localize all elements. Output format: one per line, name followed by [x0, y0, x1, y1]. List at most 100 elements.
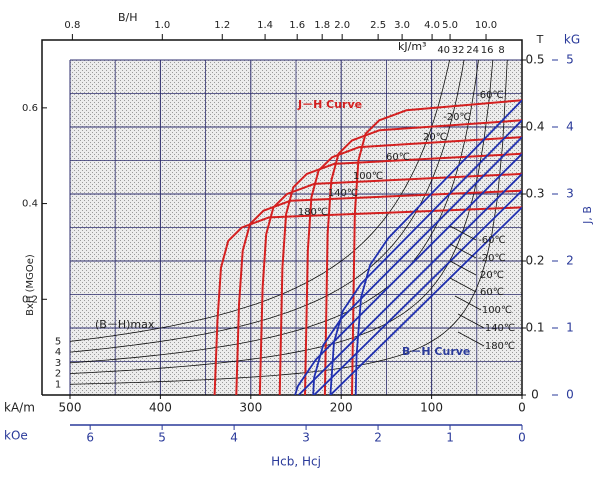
- b-curve-temp-label: 180℃: [485, 341, 515, 352]
- x2-tick-label: 0: [518, 431, 526, 445]
- curve: [329, 206, 522, 395]
- j-curve-temp-label: 180℃: [298, 207, 328, 218]
- curve: [294, 153, 522, 395]
- curves: [70, 60, 522, 395]
- x2-tick-label: 5: [158, 431, 166, 445]
- bh-unit: kJ/m³: [398, 40, 426, 53]
- y-tick-label: 0.5: [525, 53, 544, 67]
- bh-curve-label: 16: [481, 45, 494, 56]
- top-tick-label: 5.0: [442, 20, 458, 31]
- curve: [278, 152, 522, 395]
- frame: [41, 39, 523, 396]
- y-tick-label: 0.3: [525, 187, 544, 201]
- top-tick-label: 10.0: [475, 20, 497, 31]
- top-tick-label: 1.2: [214, 20, 230, 31]
- x-tick-label: 0: [518, 401, 526, 415]
- top-tick-label: 1.8: [314, 20, 330, 31]
- x-unit: kA/m: [4, 401, 35, 415]
- y-tick-label: 0.4: [525, 120, 544, 134]
- y2-tick-label: 4: [566, 120, 574, 134]
- top-tick-label: 4.0: [424, 20, 440, 31]
- bh-curve-label: 8: [498, 45, 504, 56]
- y-tick-label: 0.1: [525, 321, 544, 335]
- y2-tick-label: 0: [566, 388, 574, 402]
- mgoe-label: 4: [55, 347, 61, 358]
- x2-tick-label: 4: [230, 431, 238, 445]
- leader-line: [457, 331, 485, 347]
- top-tick-label: 1.0: [154, 20, 170, 31]
- y-tick-label: 0: [531, 388, 539, 402]
- x-tick-label: 100: [420, 401, 443, 415]
- y-tick-label: 0.2: [525, 254, 544, 268]
- j-curve-label: J－H Curve: [297, 98, 362, 111]
- b-curve-temp-label: 100℃: [482, 305, 512, 316]
- y3-tick-label: 0.4: [22, 199, 38, 210]
- x-axis-label: Hcb, Hcj: [271, 455, 321, 469]
- curve: [354, 99, 522, 395]
- bh-curve: [70, 60, 494, 374]
- bh-curve-label: 24: [466, 45, 479, 56]
- y2-unit: kG: [564, 33, 580, 47]
- y3-tick-label: 0.2: [22, 294, 38, 305]
- y2-tick-label: 5: [566, 53, 574, 67]
- x-tick-label: 500: [59, 401, 82, 415]
- mgoe-label: 5: [55, 336, 61, 347]
- x2-tick-label: 1: [446, 431, 454, 445]
- x2-tick-label: 2: [374, 431, 382, 445]
- mgoe-label: 3: [55, 358, 61, 369]
- x2-unit: kOe: [4, 429, 28, 443]
- top-tick-label: 1.4: [257, 20, 273, 31]
- mgoe-label: 2: [55, 369, 61, 380]
- y2-tick-label: 1: [566, 321, 574, 335]
- curve: [313, 190, 522, 395]
- bh-curve-label: 32: [452, 45, 465, 56]
- curve: [329, 119, 522, 395]
- b-curve-temp-label: 20℃: [480, 270, 504, 281]
- top-tick-label: 2.5: [370, 20, 386, 31]
- curve: [298, 173, 522, 395]
- x2-tick-label: 3: [302, 431, 310, 445]
- bh-curve-label: 40: [437, 45, 450, 56]
- bh-curve: [70, 60, 508, 385]
- grid: [69, 59, 523, 396]
- leader-line: [454, 295, 482, 311]
- curve: [312, 136, 522, 395]
- b-curve-temp-label: -60℃: [478, 235, 506, 246]
- y-unit: T: [536, 33, 544, 46]
- top-tick-label: 3.0: [394, 20, 410, 31]
- top-tick-label: 2.0: [334, 20, 350, 31]
- bh-curve: [70, 60, 465, 353]
- leader-line: [449, 243, 477, 259]
- b-curve-temp-label: 60℃: [480, 287, 504, 298]
- y-axis-label: J, B: [581, 206, 594, 225]
- x-tick-label: 300: [239, 401, 262, 415]
- j-curve-temp-label: -20℃: [443, 112, 471, 123]
- j-curve-temp-label: -60℃: [476, 90, 504, 101]
- bh-axis-label: BxH (MGOe): [25, 254, 36, 316]
- b-curve-temp-label: 140℃: [485, 323, 515, 334]
- mgoe-label: 1: [55, 379, 61, 390]
- y2-tick-label: 2: [566, 254, 574, 268]
- x-tick-label: 200: [330, 401, 353, 415]
- leader-line: [449, 225, 477, 241]
- y2-tick-label: 3: [566, 187, 574, 201]
- j-curve-temp-label: 100℃: [353, 171, 383, 182]
- j-curve-temp-label: 60℃: [386, 152, 410, 163]
- bh-label: (B－H)max: [95, 318, 155, 331]
- y3-tick-label: 0.6: [22, 103, 38, 114]
- b-curve-temp-label: -20℃: [478, 253, 506, 264]
- leader-line: [449, 277, 477, 293]
- curve: [213, 206, 522, 395]
- top-tick-label: 1.6: [289, 20, 305, 31]
- j-curve-temp-label: 20℃: [423, 132, 447, 143]
- b-curve-label: B－H Curve: [402, 345, 470, 358]
- top-axis-label: B/H: [118, 11, 138, 24]
- j-curve-temp-label: 140℃: [328, 188, 358, 199]
- x2-tick-label: 6: [86, 431, 94, 445]
- top-tick-label: 0.8: [64, 20, 80, 31]
- x-tick-label: 400: [149, 401, 172, 415]
- leader-line: [457, 313, 485, 329]
- leader-line: [449, 260, 477, 276]
